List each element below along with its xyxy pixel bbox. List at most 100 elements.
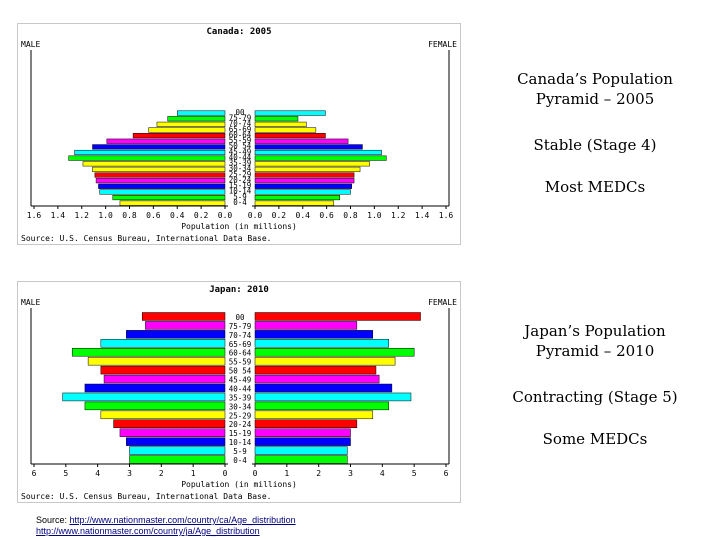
japan-male-label: MALE [21,298,40,307]
canada-age-label: 65-69 [229,125,252,134]
japan-age-label: 20-24 [229,420,252,429]
japan-female-bar [254,312,421,321]
japan-right-tick-label: 6 [444,469,449,478]
japan-age-label: 10-14 [229,438,252,447]
japan-male-bar [119,428,226,437]
japan-age-label: 30-34 [229,402,252,411]
japan-caption: Japan’s Population Pyramid – 2010 Contra… [470,321,720,449]
canada-female-bar [254,110,326,116]
canada-female-bar [254,138,349,144]
canada-female-bar [254,133,326,139]
canada-left-tick-label: 0.0 [218,211,233,220]
japan-male-bar [113,419,226,428]
canada-caption-line1: Canada’s Population [517,70,673,88]
japan-male-bar [100,410,226,420]
canada-female-bar [254,172,355,178]
canada-age-label: 60-64 [229,130,252,139]
japan-age-label: 0-4 [233,456,247,465]
japan-right-tick-label: 4 [380,469,385,478]
japan-age-label: 40-44 [229,384,252,393]
canada-age-label: 0-4 [233,198,247,207]
japan-male-bar [129,455,226,464]
source-note: Source: http://www.nationmaster.com/coun… [36,515,296,537]
canada-svg: Canada: 2005 MALE FEMALE 0075-7970-7465-696… [21,27,457,243]
canada-stage: Stable (Stage 4) [533,136,657,154]
canada-population-pyramid: Canada: 2005 MALE FEMALE 00 75-79 70-74 65-69 6… [17,23,461,245]
japan-left-tick-label: 1 [191,469,196,478]
canada-age-label: 75-79 [229,114,252,123]
canada-age-label: 20-24 [229,175,252,184]
japan-male-bar [87,356,226,366]
canada-right-tick-label: 0.4 [296,211,311,220]
japan-female-bar [254,321,358,330]
canada-caption: Canada’s Population Pyramid – 2005 Stabl… [470,69,720,197]
canada-male-bar [132,133,226,139]
japan-age-label: 35-39 [229,393,252,402]
canada-right-tick-label: 0.8 [343,211,358,220]
canada-age-label: 00 [235,108,245,117]
canada-left-tick-label: 1.4 [51,211,66,220]
japan-left-tick-label: 3 [127,469,132,478]
japan-population-pyramid: Japan: 2010 MALE FEMALE 00 75-79 70-74 65-69 60… [17,281,461,503]
canada-group: Most MEDCs [544,178,646,196]
canada-female-bar [254,178,355,184]
japan-female-bar [254,356,396,366]
japan-right-tick-label: 0 [253,469,258,478]
japan-female-bar [254,419,358,428]
canada-female-bar [254,144,363,150]
canada-left-tick-label: 0.2 [194,211,209,220]
canada-age-label: 5-9 [233,192,247,201]
japan-male-bar [71,348,226,357]
canada-xlabel: Population (in millions) [181,222,297,231]
japan-female-bar [254,392,412,402]
japan-male-bar [145,321,226,330]
japan-female-bar [254,330,374,339]
source-link-japan[interactable]: http://www.nationmaster.com/country/ja/A… [36,526,260,536]
japan-age-label: 75-79 [229,322,252,331]
canada-right-tick-label: 0.0 [248,211,263,220]
japan-male-bar [100,339,226,348]
japan-age-label: 65-69 [229,340,252,349]
canada-male-bar [92,144,226,150]
canada-left-tick-label: 1.6 [27,211,42,220]
canada-right-tick-label: 0.2 [272,211,287,220]
japan-left-tick-label: 6 [32,469,37,478]
canada-male-label: MALE [21,40,40,49]
japan-male-bar [129,446,226,455]
japan-caption-line2: Pyramid – 2010 [535,342,655,360]
source-link-canada[interactable]: http://www.nationmaster.com/country/ca/A… [69,515,296,525]
japan-female-bar [254,428,351,437]
japan-age-label: 5-9 [233,447,247,456]
canada-age-label: 35-39 [229,159,252,168]
canada-age-label: 25-29 [229,170,252,179]
canada-female-bar [254,166,361,172]
canada-male-bar [74,149,226,156]
canada-male-bar [82,161,226,167]
canada-male-bar [119,200,226,206]
canada-female-bar [254,189,351,195]
japan-source-note: Source: U.S. Census Bureau, Internationa… [21,492,271,501]
canada-female-bar [254,155,387,161]
japan-male-bar [126,437,226,446]
canada-right-tick-label: 1.2 [391,211,406,220]
japan-male-bar [141,312,226,321]
japan-age-label: 50 54 [229,367,252,376]
canada-age-label: 70-74 [229,119,252,128]
canada-male-bar [106,138,226,144]
japan-group: Some MEDCs [542,430,648,448]
canada-female-bar [254,127,317,133]
japan-female-bar [254,446,348,455]
japan-female-bar [254,401,389,411]
canada-male-bar [112,194,226,201]
japan-female-bar [254,437,351,446]
japan-right-tick-label: 2 [316,469,321,478]
canada-female-bar [254,194,341,201]
canada-right-tick-label: 1.4 [415,211,430,220]
japan-right-tick-label: 5 [412,469,417,478]
canada-age-label: 30-34 [229,164,252,173]
canada-age-label: 15-19 [229,181,252,190]
canada-left-tick-label: 0.6 [146,211,161,220]
japan-female-bar [254,455,348,464]
japan-male-bar [84,401,226,411]
